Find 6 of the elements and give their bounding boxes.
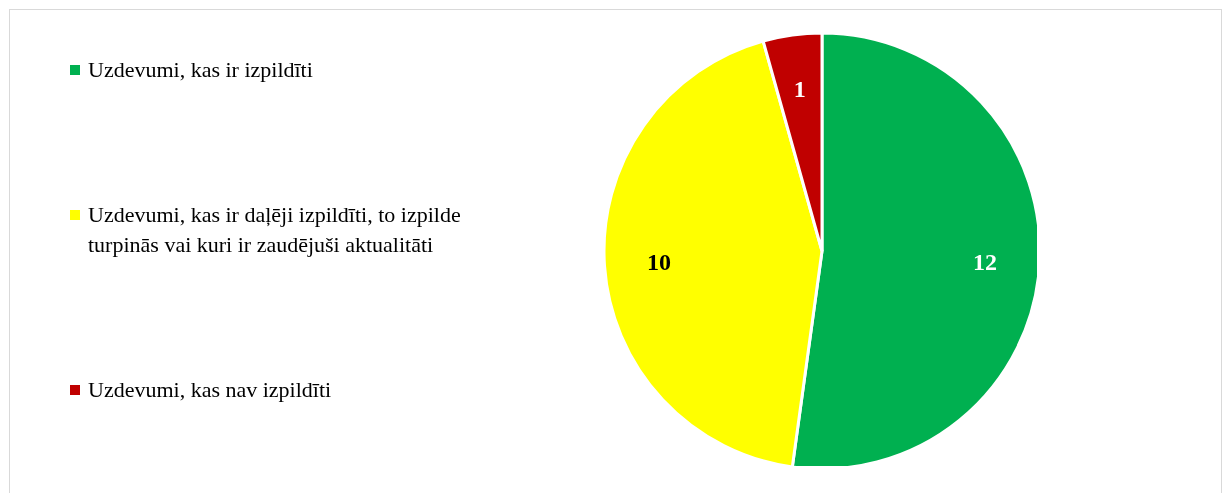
legend-label: Uzdevumi, kas ir daļēji izpildīti, to izpilde turpinās vai kuri ir zaudējuši aktualitāti — [88, 202, 461, 257]
data-label: 12 — [973, 249, 998, 276]
legend-label: Uzdevumi, kas nav izpildīti — [88, 377, 332, 402]
legend-label: Uzdevumi, kas ir izpildīti — [88, 57, 313, 82]
data-label: 1 — [793, 76, 806, 103]
data-label: 10 — [646, 249, 671, 276]
